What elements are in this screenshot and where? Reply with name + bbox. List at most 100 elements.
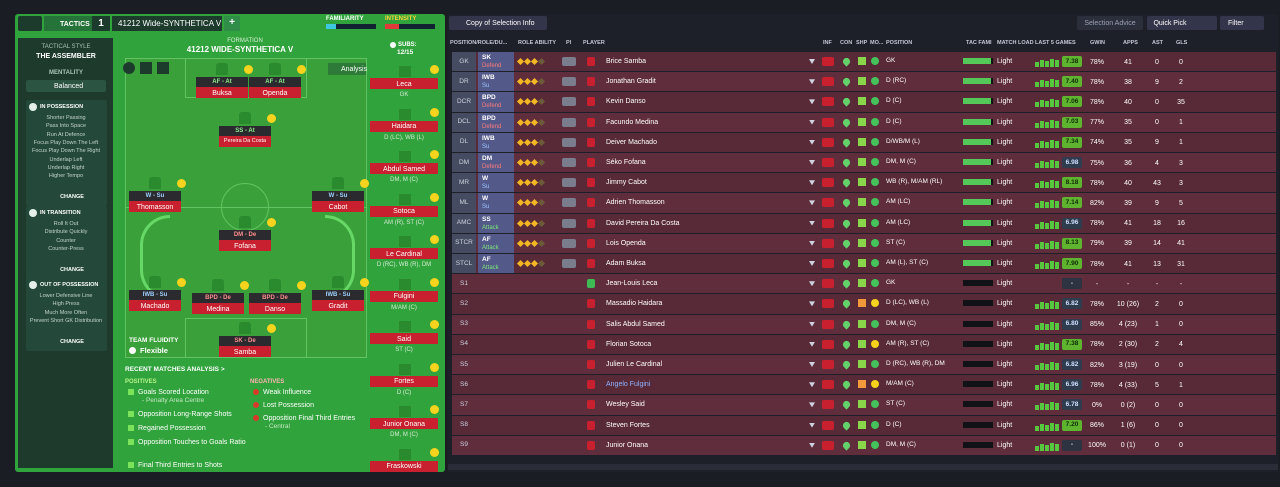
filter-button[interactable] — [1220, 16, 1264, 30]
column-header[interactable]: GLS — [1176, 40, 1188, 46]
player-name-box[interactable] — [192, 303, 244, 314]
player-menu[interactable] — [809, 79, 815, 85]
player-name-box[interactable] — [312, 201, 364, 212]
player-name-box[interactable] — [129, 201, 181, 212]
inf-badge — [822, 259, 834, 268]
tactic-select[interactable] — [112, 16, 222, 31]
player-name-box[interactable] — [219, 240, 271, 251]
column-header[interactable]: CON — [840, 40, 853, 46]
collapse-button[interactable] — [18, 16, 42, 31]
column-header[interactable]: PI — [566, 40, 572, 46]
player-name[interactable]: Kevin Danso — [606, 98, 646, 106]
player-menu[interactable] — [809, 160, 815, 165]
player-name[interactable]: Angelo Fulgini — [606, 381, 651, 389]
player-name[interactable]: Séko Fofana — [606, 159, 646, 166]
player-name[interactable]: Julien Le Cardinal — [606, 361, 663, 368]
player-menu[interactable] — [809, 200, 815, 206]
player-role: BPD - De — [205, 295, 231, 301]
mentality-select[interactable] — [26, 80, 106, 92]
sub-name-box[interactable] — [370, 333, 438, 344]
column-header[interactable]: AST — [1152, 40, 1163, 46]
player-name[interactable]: Brice Samba — [606, 58, 647, 65]
player-menu[interactable] — [809, 442, 815, 448]
player-name-box[interactable] — [249, 303, 301, 314]
player-menu[interactable] — [809, 261, 815, 266]
change-button[interactable]: CHANGE — [60, 267, 84, 274]
sub-name-box[interactable] — [370, 290, 438, 302]
player-name[interactable]: Facundo Medina — [606, 118, 659, 126]
column-header[interactable]: GWIN — [1090, 40, 1105, 46]
player-name-box[interactable] — [219, 136, 271, 147]
player-name[interactable]: Florian Sotoca — [606, 340, 652, 348]
advice-button[interactable] — [1077, 16, 1143, 30]
player-menu[interactable] — [809, 382, 815, 388]
player-name-box[interactable] — [249, 87, 301, 98]
last-game-bar — [1055, 140, 1059, 148]
player-name[interactable]: Junior Onana — [606, 441, 649, 449]
sub-name-box[interactable] — [370, 120, 438, 132]
sub-name-box[interactable] — [370, 205, 438, 217]
player-menu[interactable] — [809, 402, 815, 408]
info-icon[interactable] — [157, 62, 169, 74]
player-menu[interactable] — [809, 139, 815, 145]
column-header[interactable]: POSITION/ROLE/DU... — [450, 40, 508, 46]
player-menu[interactable] — [809, 119, 815, 125]
player-name[interactable]: David Pereira Da Costa — [606, 219, 680, 227]
player-name[interactable]: Wesley Said — [606, 401, 645, 409]
view-select[interactable] — [449, 16, 547, 30]
instruction-item: Underlap Right — [47, 164, 85, 171]
sub-name-box[interactable] — [370, 248, 438, 259]
player-menu[interactable] — [809, 220, 815, 226]
player-menu[interactable] — [809, 281, 815, 287]
quickpick-button[interactable] — [1147, 16, 1217, 30]
column-header[interactable]: INF — [823, 40, 832, 46]
positive-item: Regained Possession — [138, 425, 206, 432]
column-header[interactable]: LAST 5 GAMES — [1035, 40, 1076, 46]
column-header[interactable]: ROLE ABILITY — [518, 40, 556, 46]
player-menu[interactable] — [809, 240, 815, 246]
player-menu[interactable] — [809, 321, 815, 327]
player-name[interactable]: Deiver Machado — [606, 138, 657, 146]
change-button[interactable]: CHANGE — [60, 194, 84, 201]
player-name[interactable]: Jimmy Cabot — [606, 179, 647, 187]
player-menu[interactable] — [809, 362, 815, 367]
column-header[interactable]: MATCH LOAD — [997, 40, 1034, 46]
analysis-button[interactable] — [328, 63, 366, 75]
player-shirt — [239, 322, 251, 334]
sub-name-box[interactable] — [370, 460, 438, 472]
player-name-box[interactable] — [129, 300, 181, 311]
player-name[interactable]: Adam Buksa — [606, 260, 646, 267]
player-name[interactable]: Salis Abdul Samed — [606, 320, 665, 328]
player-menu[interactable] — [809, 180, 815, 186]
player-name[interactable]: Jonathan Gradit — [606, 78, 656, 86]
player-menu[interactable] — [809, 341, 815, 347]
player-name[interactable]: Jean-Louis Leca — [606, 280, 658, 288]
player-name[interactable]: Lois Openda — [606, 239, 646, 247]
sub-name-box[interactable] — [370, 375, 438, 387]
player-menu[interactable] — [809, 59, 815, 64]
player-menu[interactable] — [809, 422, 815, 428]
player-name[interactable]: Massadio Haidara — [606, 300, 663, 308]
player-name-box[interactable] — [196, 87, 248, 98]
player-menu[interactable] — [809, 301, 815, 307]
column-header[interactable]: SHP — [856, 40, 868, 46]
column-header[interactable]: PLAYER — [583, 40, 605, 46]
player-name-box[interactable] — [219, 346, 271, 357]
player-position: GK — [886, 57, 896, 64]
change-button[interactable]: CHANGE — [60, 339, 84, 346]
player-name[interactable]: Steven Fortes — [606, 421, 650, 429]
instructions-icon[interactable] — [123, 62, 135, 74]
player-menu[interactable] — [809, 99, 815, 105]
column-header[interactable]: POSITION — [886, 40, 913, 46]
column-header[interactable]: APPS — [1123, 40, 1138, 46]
add-button[interactable] — [224, 16, 240, 31]
sub-name-box[interactable] — [370, 418, 438, 429]
stats-icon[interactable] — [140, 62, 152, 74]
sub-name-box[interactable] — [370, 78, 438, 89]
player-name[interactable]: Adrien Thomasson — [606, 199, 665, 207]
sub-name-box[interactable] — [370, 163, 438, 174]
column-header[interactable]: MO... — [870, 40, 884, 46]
player-name-box[interactable] — [312, 300, 364, 311]
average-rating: 7.06 — [1065, 97, 1079, 105]
column-header[interactable]: TAC FAMI — [966, 40, 992, 46]
